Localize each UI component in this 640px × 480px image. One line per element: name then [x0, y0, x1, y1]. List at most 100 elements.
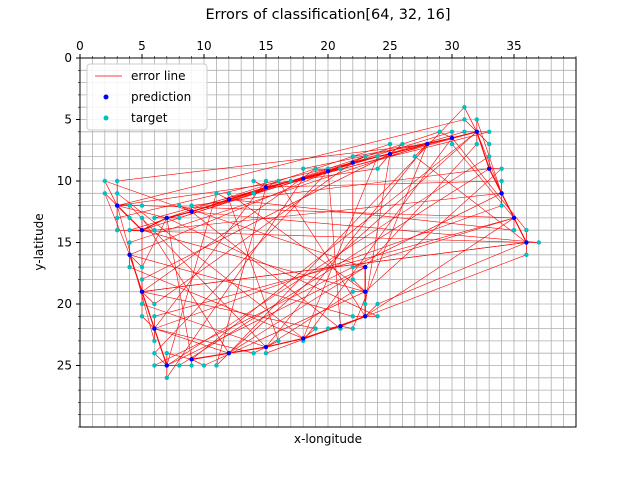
y-tick-label: 15 — [57, 236, 72, 250]
error-line — [117, 143, 428, 182]
error-line — [451, 137, 527, 231]
error-line — [389, 143, 428, 155]
prediction-point — [115, 203, 120, 208]
prediction-point — [363, 289, 368, 294]
error-line — [377, 153, 391, 169]
prediction-point — [164, 363, 169, 368]
prediction-points — [115, 129, 529, 368]
target-point — [152, 338, 157, 344]
target-point — [499, 203, 504, 208]
target-point — [152, 301, 157, 307]
error-line — [303, 131, 490, 179]
error-line — [427, 137, 453, 145]
error-line — [141, 291, 316, 329]
target-point — [350, 326, 355, 331]
target-point — [375, 154, 380, 159]
error-line — [141, 303, 267, 348]
target-point — [127, 240, 132, 245]
error-line — [253, 346, 267, 354]
error-line — [364, 153, 391, 305]
target-point — [115, 178, 120, 184]
error-line — [141, 153, 391, 280]
target-point — [251, 351, 256, 356]
prediction-point — [425, 141, 430, 147]
error-line — [166, 352, 192, 360]
error-line — [154, 328, 254, 354]
x-tick-label: 35 — [506, 39, 521, 53]
error-line — [476, 131, 490, 169]
error-line — [303, 325, 341, 340]
error-line — [476, 131, 490, 145]
error-line — [154, 205, 502, 329]
prediction-point — [338, 323, 343, 329]
error-line — [191, 131, 477, 360]
error-line — [141, 316, 155, 329]
target-point — [152, 228, 157, 233]
target-point — [400, 141, 405, 147]
error-line — [154, 328, 229, 354]
error-line — [352, 279, 366, 292]
error-line — [451, 131, 477, 139]
prediction-point — [189, 357, 194, 362]
legend-dot-marker — [103, 94, 109, 100]
error-line — [501, 193, 515, 219]
prediction-point — [263, 184, 269, 190]
error-line — [439, 131, 453, 139]
error-line — [228, 346, 267, 354]
target-point — [152, 314, 157, 319]
target-point — [350, 277, 355, 282]
error-line — [228, 266, 366, 354]
target-point — [139, 264, 145, 270]
error-line — [154, 193, 502, 231]
error-line — [117, 168, 378, 206]
target-point — [487, 141, 492, 147]
x-tick-label: 0 — [76, 39, 84, 53]
prediction-point — [164, 215, 169, 221]
error-line — [104, 193, 118, 206]
target-point — [189, 203, 194, 208]
error-line — [166, 266, 366, 366]
target-point — [214, 191, 219, 196]
target-point — [524, 252, 529, 257]
target-point — [325, 326, 331, 331]
error-line — [117, 153, 391, 219]
prediction-point — [263, 344, 269, 350]
error-line — [340, 254, 527, 327]
target-point — [288, 178, 293, 184]
target-point — [301, 166, 306, 171]
target-point — [263, 351, 269, 356]
error-line — [191, 359, 205, 366]
target-point — [251, 191, 256, 196]
error-line — [141, 217, 230, 354]
x-axis-title: x-longitude — [294, 432, 362, 446]
error-line — [265, 180, 502, 188]
y-tick-label: 5 — [64, 113, 72, 127]
target-point — [177, 215, 182, 221]
prediction-point — [226, 351, 231, 356]
error-line — [179, 168, 490, 366]
legend: error line prediction target — [86, 63, 208, 131]
target-point — [102, 191, 108, 196]
x-tick-label: 15 — [258, 39, 273, 53]
target-point — [499, 178, 504, 184]
error-line — [364, 303, 378, 317]
target-point — [152, 351, 157, 356]
legend-label: prediction — [131, 90, 191, 104]
target-point — [115, 215, 120, 221]
target-point — [499, 166, 504, 171]
target-point — [189, 363, 194, 368]
error-line — [141, 217, 168, 268]
target-point — [462, 129, 467, 134]
target-point — [214, 363, 219, 368]
error-line — [302, 137, 453, 342]
error-line — [191, 352, 229, 360]
target-point — [139, 215, 145, 221]
error-line — [278, 180, 366, 317]
legend-label: target — [131, 111, 168, 125]
target-point — [127, 215, 132, 221]
target-point — [115, 191, 120, 196]
y-tick-label: 0 — [64, 51, 72, 65]
error-line — [104, 180, 118, 206]
legend-box — [86, 63, 208, 131]
